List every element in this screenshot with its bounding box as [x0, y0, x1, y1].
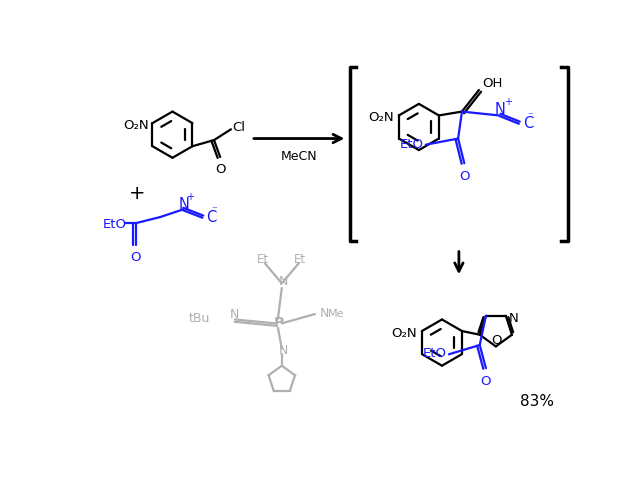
Text: N: N — [319, 306, 329, 319]
Text: N: N — [495, 102, 506, 117]
Text: +: + — [504, 97, 512, 106]
Text: O: O — [459, 169, 470, 182]
Text: N: N — [230, 307, 239, 320]
Text: ⁻: ⁻ — [211, 205, 217, 215]
Text: Et: Et — [294, 253, 307, 265]
Text: +: + — [129, 183, 145, 203]
Text: C: C — [523, 116, 533, 131]
Text: 83%: 83% — [520, 393, 554, 408]
Text: N: N — [278, 343, 288, 356]
Text: tBu: tBu — [189, 311, 210, 324]
Text: Et: Et — [257, 253, 269, 265]
Text: OH: OH — [482, 77, 502, 90]
Text: O₂N: O₂N — [123, 119, 149, 132]
Text: EtO: EtO — [399, 137, 424, 150]
Text: +: + — [186, 192, 194, 202]
Text: N: N — [509, 311, 518, 324]
Text: O: O — [216, 163, 226, 176]
Text: P: P — [273, 315, 284, 329]
Text: C: C — [206, 209, 216, 224]
Text: N: N — [179, 196, 189, 211]
Text: O₂N: O₂N — [368, 111, 394, 124]
Text: Cl: Cl — [232, 121, 246, 134]
Text: ⁻: ⁻ — [527, 111, 533, 121]
Text: O: O — [131, 251, 141, 264]
Text: Me: Me — [328, 308, 344, 318]
Text: N: N — [278, 274, 288, 287]
Text: EtO: EtO — [422, 346, 447, 360]
Text: O₂N: O₂N — [391, 326, 417, 339]
Text: MeCN: MeCN — [281, 150, 317, 163]
Text: O: O — [492, 333, 502, 346]
Text: EtO: EtO — [103, 217, 127, 230]
Text: O: O — [481, 374, 491, 387]
